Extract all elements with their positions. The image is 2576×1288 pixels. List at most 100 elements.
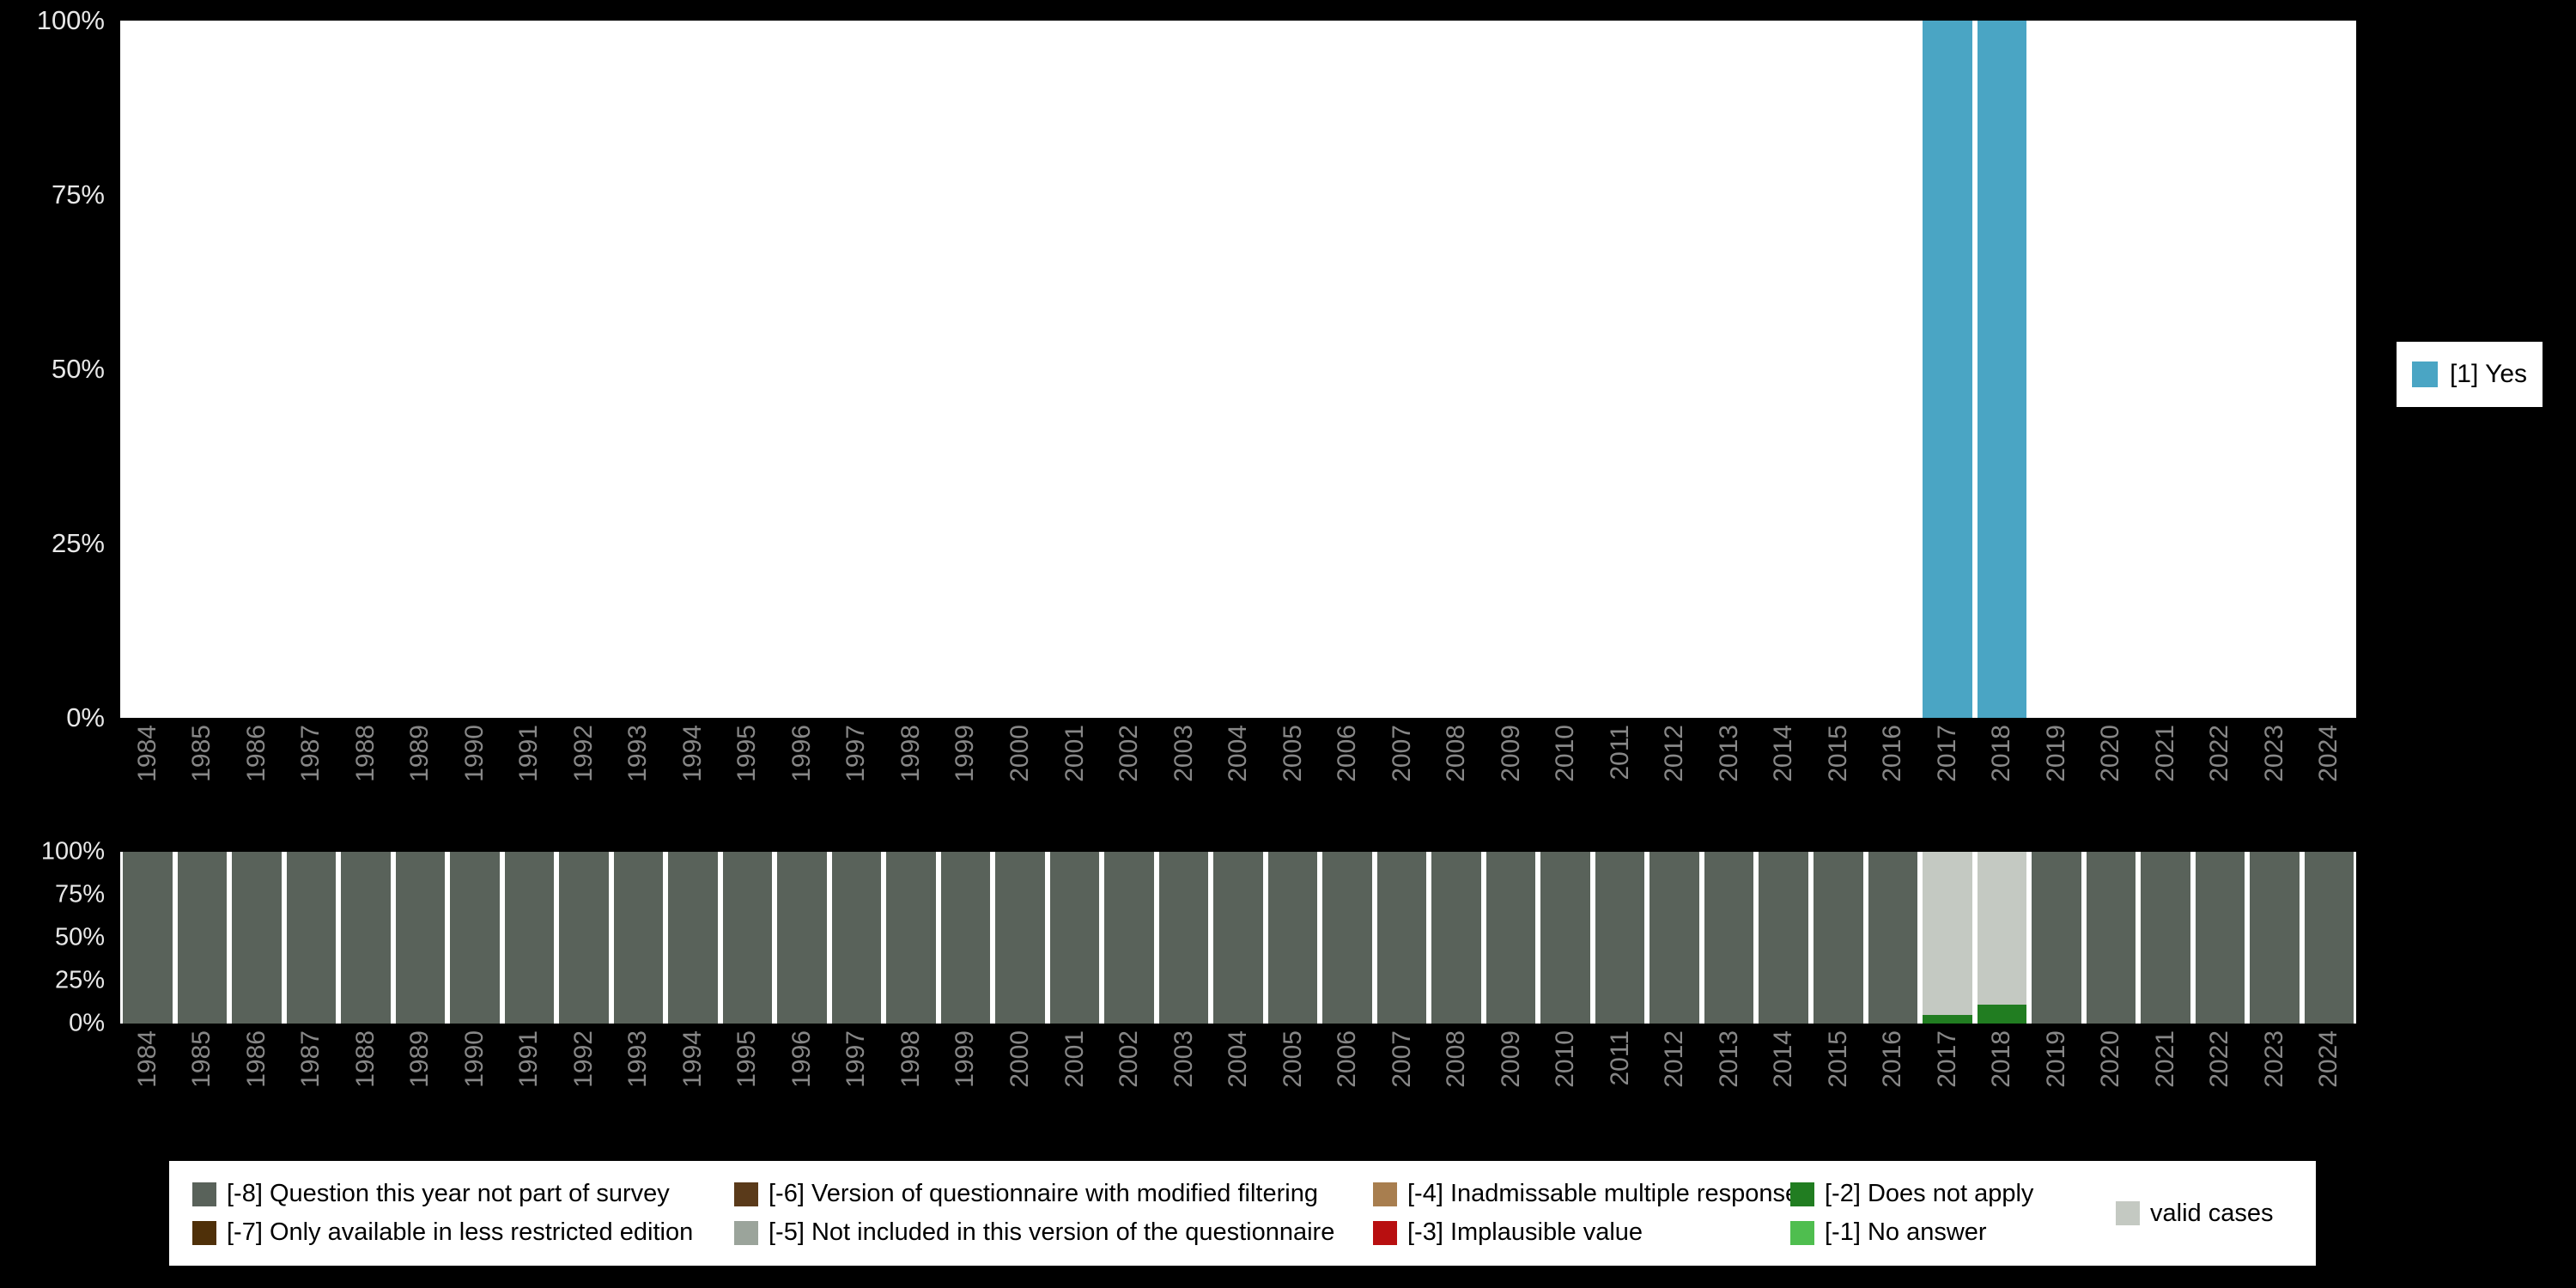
x-axis-slot: 1986 xyxy=(229,725,284,829)
x-axis-slot: 2005 xyxy=(1266,725,1321,829)
bar-segment xyxy=(1923,852,1972,1015)
bar-2002 xyxy=(1104,21,1154,718)
bar-2006 xyxy=(1322,21,1372,718)
bar-segment xyxy=(123,852,173,1024)
x-axis-year-label: 2000 xyxy=(1005,1030,1034,1088)
bar-2003 xyxy=(1158,852,1209,1024)
bar-2001 xyxy=(1049,852,1100,1024)
x-axis-slot: 1991 xyxy=(502,725,557,829)
bar-2020 xyxy=(2087,21,2136,718)
legend-column: [-4] Inadmissable multiple response [-3] … xyxy=(1373,1161,1799,1266)
x-axis-year-label: 1988 xyxy=(350,725,380,782)
bar-2015 xyxy=(1814,21,1863,718)
x-axis-year-label: 2023 xyxy=(2259,1030,2288,1088)
x-axis-slot: 2005 xyxy=(1266,1030,1321,1135)
x-axis-year-label: 1984 xyxy=(132,1030,161,1088)
bar-segment xyxy=(1813,852,1863,1024)
x-axis-year-label: 2024 xyxy=(2314,1030,2343,1088)
x-axis-slot: 2013 xyxy=(1702,1030,1757,1135)
x-axis-slot: 1989 xyxy=(393,725,448,829)
x-axis-year-label: 1990 xyxy=(459,1030,489,1088)
x-axis-slot: 2019 xyxy=(2029,725,2084,829)
bar-2019 xyxy=(2032,21,2081,718)
y-axis-tick-label: 75% xyxy=(51,179,105,210)
bar-1988 xyxy=(341,21,391,718)
legend-swatch xyxy=(734,1220,758,1245)
bar-segment xyxy=(2304,852,2354,1024)
x-axis-slot: 1990 xyxy=(447,725,502,829)
bar-segment xyxy=(286,852,337,1024)
bar-segment xyxy=(1104,852,1154,1024)
x-axis-year-label: 2016 xyxy=(1878,1030,1907,1088)
bar-segment xyxy=(1759,852,1808,1024)
x-axis-slot: 2013 xyxy=(1702,725,1757,829)
x-axis-slot: 1997 xyxy=(829,725,884,829)
x-axis-slot: 2007 xyxy=(1375,1030,1430,1135)
x-axis-year-label: 1997 xyxy=(841,725,871,782)
x-axis-slot: 2000 xyxy=(993,1030,1048,1135)
x-axis-slot: 1989 xyxy=(393,1030,448,1135)
x-axis-year-label: 1991 xyxy=(514,1030,544,1088)
x-axis-slot: 1984 xyxy=(120,1030,175,1135)
bar-1990 xyxy=(450,852,500,1024)
bar-2013 xyxy=(1704,21,1754,718)
x-axis-year-label: 2003 xyxy=(1169,725,1198,782)
bar-2022 xyxy=(2196,21,2245,718)
legend-column: [-6] Version of questionnaire with modif… xyxy=(734,1161,1334,1266)
bar-segment xyxy=(395,852,446,1024)
x-axis-year-label: 2001 xyxy=(1060,725,1089,782)
bar-2010 xyxy=(1540,21,1590,718)
x-axis-slot: 1998 xyxy=(884,725,939,829)
x-axis-slot: 2020 xyxy=(2084,1030,2139,1135)
bar-2021 xyxy=(2141,21,2190,718)
bar-2012 xyxy=(1649,21,1699,718)
bar-2009 xyxy=(1485,852,1536,1024)
bar-2007 xyxy=(1377,21,1427,718)
top-chart-y-axis: 100% 75% 50% 25% 0% xyxy=(0,5,110,732)
bar-2001 xyxy=(1050,21,1100,718)
bar-1987 xyxy=(287,21,337,718)
bar-segment xyxy=(1923,1015,1972,1024)
missing-values-legend: [-8] Question this year not part of surv… xyxy=(169,1161,2316,1266)
x-axis-slot: 1994 xyxy=(665,1030,720,1135)
bar-1995 xyxy=(723,21,773,718)
y-axis-tick-label: 50% xyxy=(54,923,105,951)
y-axis-tick-label: 25% xyxy=(51,528,105,558)
bar-segment xyxy=(995,852,1045,1024)
x-axis-slot: 2012 xyxy=(1647,1030,1702,1135)
x-axis-year-label: 1986 xyxy=(241,725,270,782)
x-axis-year-label: 1991 xyxy=(514,725,544,782)
bar-2014 xyxy=(1759,852,1808,1024)
x-axis-year-label: 2021 xyxy=(2150,725,2179,782)
x-axis-year-label: 2018 xyxy=(1987,725,2016,782)
bar-1998 xyxy=(886,852,936,1024)
x-axis-year-label: 2009 xyxy=(1496,1030,1525,1088)
legend-swatch xyxy=(192,1220,216,1245)
x-axis-slot: 1991 xyxy=(502,1030,557,1135)
x-axis-year-label: 1993 xyxy=(623,725,653,782)
legend-label: [-2] Does not apply xyxy=(1825,1180,2034,1207)
x-axis-slot: 2006 xyxy=(1320,725,1375,829)
bar-1994 xyxy=(668,852,718,1024)
y-axis-tick-label: 75% xyxy=(54,880,105,908)
bar-segment xyxy=(1977,1005,2027,1024)
legend-label: valid cases xyxy=(2150,1199,2274,1227)
bar-1991 xyxy=(505,21,555,718)
x-axis-year-label: 1995 xyxy=(732,1030,762,1088)
legend-label: [-5] Not included in this version of the… xyxy=(769,1218,1335,1246)
legend-column: [-2] Does not apply [-1] No answer xyxy=(1790,1161,2033,1266)
x-axis-slot: 1992 xyxy=(556,725,611,829)
x-axis-slot: 2022 xyxy=(2193,725,2248,829)
x-axis-year-label: 2008 xyxy=(1442,725,1471,782)
x-axis-year-label: 2002 xyxy=(1115,725,1144,782)
bar-1991 xyxy=(504,852,555,1024)
bar-2015 xyxy=(1813,852,1863,1024)
x-axis-slot: 2015 xyxy=(1811,725,1866,829)
bar-segment xyxy=(831,852,882,1024)
bar-segment xyxy=(1868,852,1918,1024)
x-axis-year-label: 1987 xyxy=(296,725,325,782)
bar-segment xyxy=(1977,852,2027,1005)
x-axis-slot: 2004 xyxy=(1211,1030,1266,1135)
x-axis-slot: 2016 xyxy=(1866,1030,1921,1135)
legend-item: [-4] Inadmissable multiple response xyxy=(1373,1180,1799,1208)
